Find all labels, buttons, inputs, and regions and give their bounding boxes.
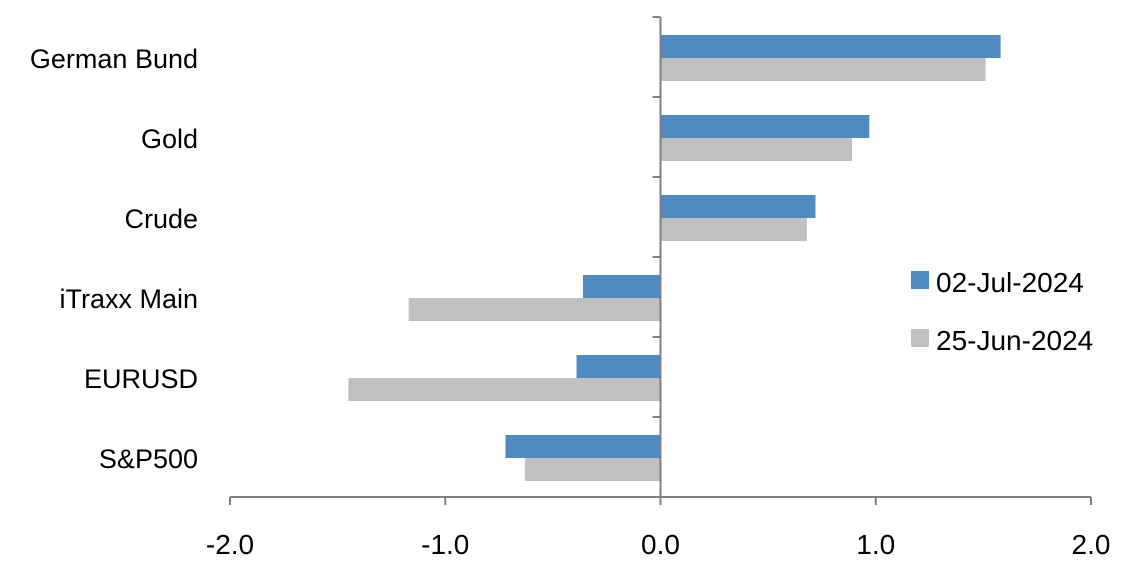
bar-series2: [660, 218, 807, 241]
category-label: Gold: [141, 124, 198, 154]
legend-swatch: [911, 329, 929, 347]
bar-series2: [408, 298, 661, 321]
legend-swatch: [911, 271, 929, 289]
legend-label: 25-Jun-2024: [936, 325, 1093, 356]
category-label: German Bund: [30, 44, 198, 74]
bar-series2: [660, 138, 853, 161]
x-tick-label: 0.0: [641, 529, 680, 560]
legend-label: 02-Jul-2024: [936, 267, 1084, 298]
category-label: EURUSD: [84, 364, 198, 394]
x-tick-label: -1.0: [421, 529, 469, 560]
category-label: Crude: [124, 204, 198, 234]
category-label: S&P500: [99, 444, 198, 474]
bar-series1: [576, 355, 661, 378]
x-tick-label: 1.0: [856, 529, 895, 560]
bar-series1: [583, 275, 661, 298]
bar-series1: [505, 435, 661, 458]
bar-series1: [660, 115, 870, 138]
bar-series2: [348, 378, 661, 401]
bar-series2: [660, 58, 986, 81]
bar-series1: [660, 195, 816, 218]
bar-series1: [660, 35, 1001, 58]
bar-series2: [524, 458, 661, 481]
x-tick-label: 2.0: [1072, 529, 1111, 560]
category-label: iTraxx Main: [59, 284, 198, 314]
x-tick-label: -2.0: [206, 529, 254, 560]
